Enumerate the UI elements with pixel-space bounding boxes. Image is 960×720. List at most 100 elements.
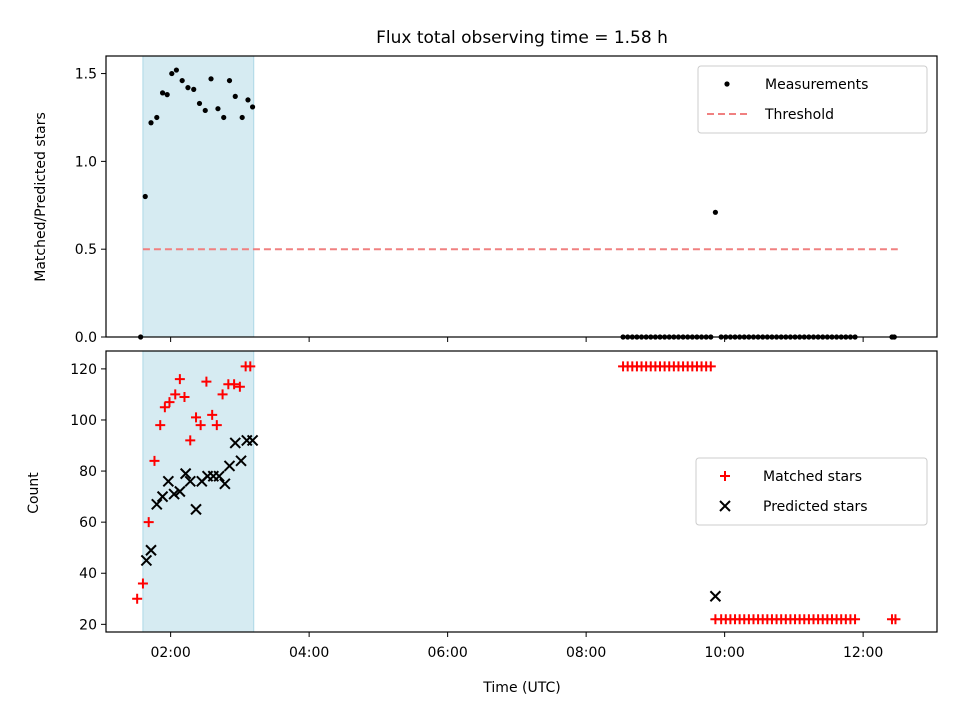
predicted-point: [184, 475, 196, 487]
y-tick-label: 0.0: [75, 330, 97, 346]
predicted-point: [709, 590, 722, 602]
predicted-point: [223, 460, 236, 472]
measurement-point: [221, 114, 227, 121]
measurement-point: [215, 106, 221, 112]
y-tick-label: 1.5: [75, 67, 97, 83]
predicted-point: [140, 554, 153, 567]
measurement-point: [164, 92, 170, 98]
matched-point: [159, 402, 170, 413]
matched-point: [155, 420, 166, 431]
bottom-panel: 20 40 60 80 100 120 02:00 04:00 06:00 08:00 10:00 1…: [26, 350, 938, 661]
matched-point: [245, 361, 256, 372]
y-tick-label: 40: [79, 566, 97, 582]
plot-frame: [105, 350, 938, 633]
measurement-point: [142, 193, 148, 200]
measurement-point: [208, 76, 214, 82]
matched-point: [185, 435, 196, 446]
predicted-point: [229, 437, 241, 449]
x-tick-label: 12:00: [843, 645, 883, 661]
matched-point: [143, 517, 154, 528]
x-axis-label: Time (UTC): [482, 680, 560, 696]
series-matched-stars: [132, 361, 901, 625]
predicted-point: [151, 498, 163, 510]
legend-label: Threshold: [764, 107, 834, 123]
y-tick-label: 1.0: [75, 154, 97, 170]
measurement-point: [154, 114, 160, 121]
predicted-point: [179, 467, 192, 480]
matched-point: [850, 614, 861, 625]
y-tick-label: 80: [79, 464, 97, 480]
measurement-point: [179, 77, 185, 84]
matched-point: [195, 420, 206, 431]
y-tick-label: 60: [79, 515, 97, 531]
matched-point: [164, 397, 175, 408]
y-tick-label: 20: [79, 617, 97, 633]
matched-point: [132, 593, 143, 604]
y-tick-label: 0.5: [75, 242, 97, 258]
measurement-point: [249, 104, 256, 110]
legend: Measurements Threshold: [697, 65, 928, 134]
x-tick-label: 10:00: [704, 645, 744, 661]
y-axis-label: Count: [26, 472, 42, 514]
predicted-point: [213, 470, 225, 482]
measurement-point: [169, 70, 175, 77]
x-tick-label: 06:00: [427, 645, 467, 661]
observing-window-shade: [142, 350, 255, 633]
predicted-point: [190, 503, 202, 516]
matched-point: [191, 412, 202, 423]
predicted-point: [162, 475, 175, 487]
x-tick-label: 08:00: [566, 645, 606, 661]
legend-box: [695, 457, 928, 526]
predicted-point: [168, 488, 180, 500]
matched-point: [211, 420, 222, 431]
legend-marker: [719, 500, 731, 512]
predicted-point: [246, 434, 259, 447]
matched-point: [179, 391, 190, 402]
y-axis-label: Matched/Predicted stars: [33, 112, 49, 282]
measurement-point: [202, 107, 208, 114]
predicted-point: [145, 544, 157, 556]
x-tick-label: 02:00: [150, 645, 190, 661]
measurement-point: [185, 85, 191, 91]
matched-point: [174, 374, 185, 385]
measurement-point: [245, 97, 251, 103]
measurement-point: [712, 209, 719, 215]
legend-label: Matched stars: [763, 469, 862, 485]
predicted-point: [174, 485, 186, 498]
matched-point: [207, 409, 218, 420]
matched-point: [890, 614, 901, 625]
measurement-point: [196, 100, 203, 107]
top-panel: 0.0 0.5 1.0 1.5 Matched/Predicted stars Measu…: [33, 55, 938, 346]
legend-label: Predicted stars: [763, 499, 868, 515]
y-tick-label: 100: [70, 413, 97, 429]
matched-point: [149, 455, 160, 466]
legend-box: [697, 65, 928, 134]
matched-point: [170, 389, 181, 400]
matched-point: [234, 381, 245, 392]
predicted-point: [219, 478, 231, 490]
matched-point: [201, 376, 212, 387]
legend-label: Measurements: [765, 77, 868, 93]
plot-frame: [105, 55, 938, 338]
legend-marker: [724, 81, 730, 87]
chart-title: Flux total observing time = 1.58 h: [376, 28, 668, 48]
measurement-point: [148, 120, 154, 126]
measurement-point: [191, 86, 197, 92]
measurement-point: [173, 67, 180, 73]
matched-point: [137, 578, 148, 589]
measurement-point: [226, 77, 233, 84]
legend: Matched stars Predicted stars: [695, 457, 928, 526]
matched-point: [217, 389, 228, 400]
measurement-point: [159, 90, 166, 96]
matched-point: [705, 361, 716, 372]
matched-point: [229, 379, 240, 390]
measurement-point: [239, 114, 245, 121]
y-tick-label: 120: [70, 362, 97, 378]
series-measurements: [138, 67, 897, 340]
predicted-point: [156, 490, 169, 503]
predicted-point: [235, 455, 247, 467]
measurement-point: [232, 93, 238, 99]
legend-marker: [720, 471, 730, 481]
x-tick-label: 04:00: [289, 645, 329, 661]
